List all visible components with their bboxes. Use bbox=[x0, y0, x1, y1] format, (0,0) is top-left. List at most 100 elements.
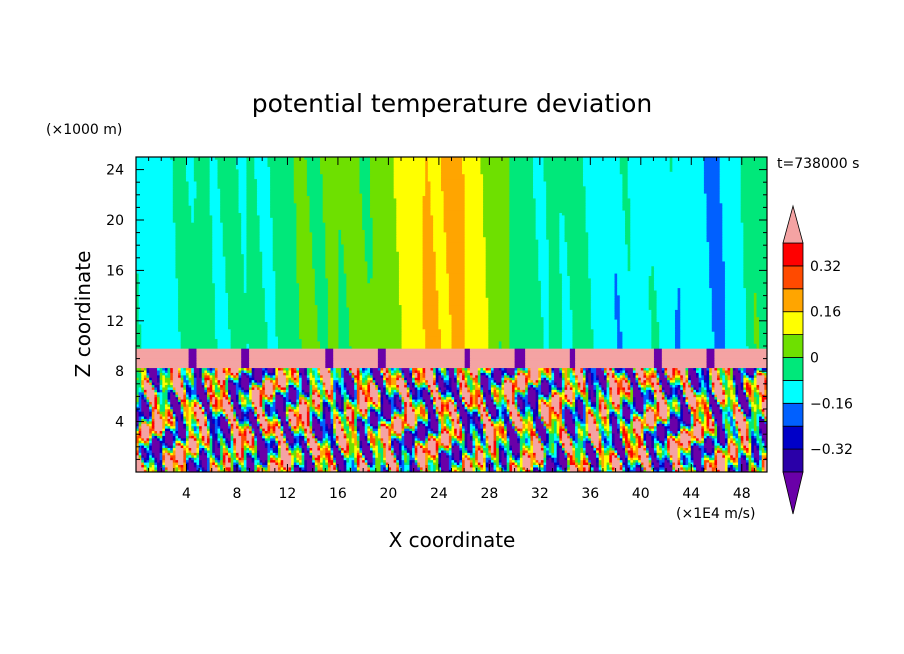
field-cell bbox=[577, 464, 581, 468]
field-cell bbox=[706, 469, 713, 472]
field-cell bbox=[514, 464, 518, 468]
field-cell bbox=[577, 457, 581, 461]
field-cell bbox=[496, 462, 500, 465]
field-cell bbox=[753, 469, 757, 472]
field-cell bbox=[225, 454, 229, 458]
field-cell bbox=[388, 469, 392, 472]
field-cell bbox=[522, 464, 531, 468]
field-cell bbox=[501, 459, 508, 463]
field-cell bbox=[283, 466, 287, 470]
field-cell bbox=[745, 457, 750, 461]
field-cell bbox=[212, 466, 219, 470]
field-cell bbox=[590, 462, 597, 465]
field-cell bbox=[220, 459, 224, 463]
field-cell bbox=[711, 464, 715, 468]
field-cell bbox=[367, 469, 371, 472]
field-cell bbox=[554, 459, 558, 463]
field-cell bbox=[293, 469, 303, 472]
field-cell bbox=[632, 462, 637, 465]
field-cell bbox=[367, 466, 371, 470]
field-cell bbox=[651, 462, 655, 465]
field-cell bbox=[359, 464, 368, 468]
field-cell bbox=[220, 462, 224, 465]
field-cell bbox=[438, 466, 442, 470]
field-cell bbox=[259, 462, 263, 465]
field-cell bbox=[143, 469, 148, 472]
field-cell bbox=[188, 454, 192, 458]
field-cell bbox=[706, 462, 710, 465]
field-cell bbox=[506, 459, 510, 463]
field-cell bbox=[606, 469, 613, 472]
field-cell bbox=[519, 462, 523, 465]
field-cell bbox=[191, 459, 195, 463]
field-cell bbox=[348, 459, 353, 463]
field-cell bbox=[622, 459, 626, 463]
field-cell bbox=[314, 464, 318, 468]
field-cell bbox=[748, 466, 752, 470]
field-cell bbox=[214, 459, 219, 463]
field-cell bbox=[748, 462, 752, 465]
field-cell bbox=[267, 459, 271, 463]
field-cell bbox=[330, 464, 334, 468]
field-cell bbox=[611, 466, 616, 470]
field-cell bbox=[209, 469, 213, 472]
field-cell bbox=[643, 466, 647, 470]
field-cell bbox=[588, 459, 592, 463]
field-cell bbox=[659, 462, 663, 465]
field-cell bbox=[469, 462, 474, 465]
field-cell bbox=[448, 464, 452, 468]
field-cell bbox=[435, 459, 439, 463]
field-cell bbox=[630, 464, 634, 468]
field-cell bbox=[396, 466, 400, 470]
field-cell bbox=[732, 469, 736, 472]
field-cell bbox=[577, 462, 581, 465]
field-cell bbox=[753, 459, 757, 463]
field-cell bbox=[519, 457, 523, 461]
field-cell bbox=[380, 469, 384, 472]
field-cell bbox=[661, 462, 665, 465]
field-cell bbox=[638, 457, 642, 461]
field-cell bbox=[730, 457, 734, 461]
field-cell bbox=[233, 457, 237, 461]
field-cell bbox=[230, 459, 234, 463]
field-cell bbox=[493, 464, 497, 468]
field-cell bbox=[759, 462, 763, 465]
field-cell bbox=[262, 462, 266, 465]
field-cell bbox=[669, 457, 673, 461]
field-cell bbox=[761, 466, 765, 470]
field-cell bbox=[533, 466, 537, 470]
field-cell bbox=[646, 469, 652, 472]
field-cell bbox=[735, 469, 739, 472]
field-cell bbox=[270, 466, 279, 470]
field-cell bbox=[220, 457, 224, 461]
field-cell bbox=[530, 466, 534, 470]
field-cell bbox=[364, 462, 368, 465]
field-cell bbox=[575, 457, 579, 461]
field-cell bbox=[367, 457, 374, 461]
field-cell bbox=[540, 469, 545, 472]
field-cell bbox=[488, 464, 492, 468]
field-cell bbox=[745, 466, 750, 470]
field-cell bbox=[669, 459, 673, 463]
field-cell bbox=[206, 459, 211, 463]
field-cell bbox=[522, 457, 531, 461]
field-cell bbox=[440, 462, 450, 465]
field-cell bbox=[490, 462, 495, 465]
field-cell bbox=[404, 457, 408, 461]
field-cell bbox=[517, 469, 521, 472]
field-cell bbox=[672, 466, 676, 470]
field-cell bbox=[719, 469, 726, 472]
field-cell bbox=[388, 462, 397, 465]
field-cell bbox=[677, 469, 684, 472]
field-cell bbox=[582, 469, 587, 472]
field-cell bbox=[204, 469, 208, 472]
field-cell bbox=[185, 459, 190, 463]
field-cell bbox=[417, 457, 426, 461]
field-cell bbox=[714, 469, 718, 472]
field-cell bbox=[730, 464, 734, 468]
field-cell bbox=[141, 459, 145, 463]
field-cell bbox=[483, 466, 487, 470]
field-cell bbox=[185, 464, 190, 468]
field-cell bbox=[696, 466, 702, 470]
field-cell bbox=[172, 464, 176, 468]
